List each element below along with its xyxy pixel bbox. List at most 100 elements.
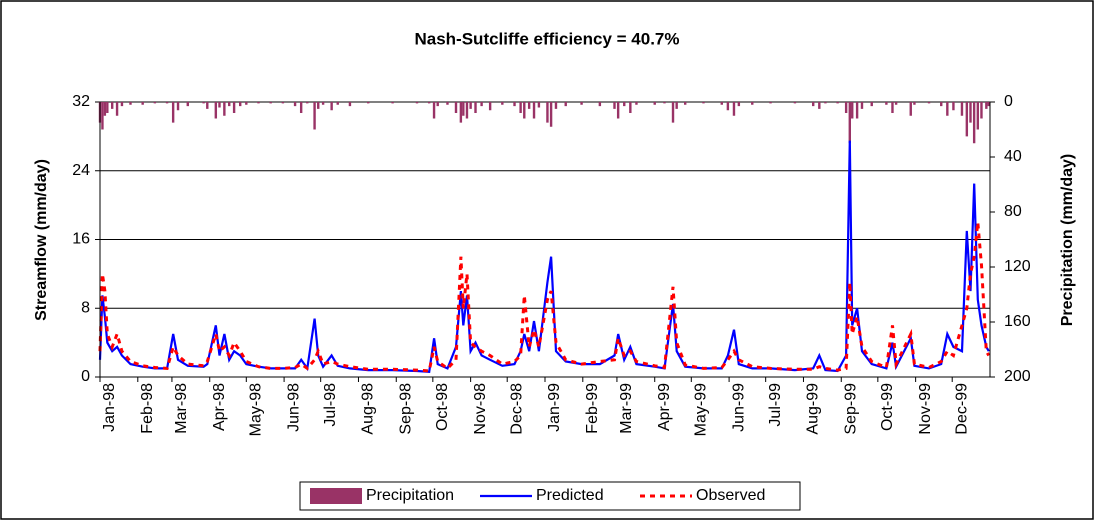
precip-bar [972,102,976,144]
series-line [98,140,990,373]
precip-bar [675,102,678,109]
precip-bar [186,102,189,107]
precip-bar [965,102,969,137]
y-tick-label: 8 [81,299,90,316]
precip-bar [306,102,309,104]
precip-bar [245,102,248,105]
x-tick-label: May-98 [248,383,265,436]
precip-bar [532,102,536,119]
x-tick-label: Jun-99 [730,383,747,432]
precip-bar [218,102,221,108]
precip-bar [891,102,894,113]
precip-bar [720,102,723,105]
precip-bar [885,102,888,105]
y2-tick-label: 40 [1004,148,1022,165]
y-tick-label: 24 [72,162,90,179]
precip-bar [737,102,741,107]
x-tick-label: Apr-98 [211,383,228,431]
precip-bar [855,102,859,119]
precip-bar [732,102,736,116]
precip-bar [702,102,705,104]
series-line [98,222,991,373]
precip-bar [952,102,955,111]
precip-bar [613,102,616,109]
x-tick-label: Jul-99 [767,383,784,427]
x-tick-label: Feb-98 [139,383,156,434]
precip-bar [299,102,303,113]
precip-bar [336,102,339,105]
x-tick-label: Jan-98 [101,383,118,432]
legend-label: Precipitation [366,487,454,504]
precip-bar [564,102,567,107]
precip-bar [793,102,797,104]
precip-bar [317,102,320,109]
precip-bar [223,102,226,116]
x-tick-label: Oct-98 [434,383,451,431]
precip-bar [106,102,109,113]
precip-bar [239,102,242,107]
precip-bar [848,102,851,144]
precip-bar [462,102,465,116]
precip-bar [465,102,469,119]
precip-bar [281,102,285,104]
precip-bar [232,102,236,113]
precip-bar [141,102,144,105]
precip-bar [257,102,260,104]
precip-bar [330,102,333,111]
precip-bar [554,102,558,109]
y2-tick-label: 0 [1004,93,1013,110]
precip-bar [894,102,898,105]
precip-bar [427,102,431,104]
precip-bar [946,102,949,116]
x-tick-label: Apr-99 [656,383,673,431]
precip-bar [459,102,463,123]
x-tick-label: Aug-99 [805,383,822,435]
precip-bar [446,102,449,105]
precip-bar [103,102,107,116]
legend-swatch [310,488,362,504]
precip-bar [940,102,943,107]
legend-label: Observed [696,487,765,504]
x-tick-label: Dec-98 [508,383,525,435]
precip-bar [110,102,114,109]
y2-tick-label: 80 [1004,203,1022,220]
precip-bar [228,102,231,107]
precip-bar [580,102,583,105]
y2-tick-label: 160 [1004,313,1031,330]
precip-bar [927,102,931,104]
precip-bar [480,102,483,107]
x-tick-label: Mar-99 [618,383,635,434]
precip-bar [153,102,157,104]
x-tick-label: Aug-98 [360,383,377,435]
precip-bar [432,102,436,119]
precip-bar [206,102,209,109]
precip-bar [844,102,848,113]
precip-bar [436,102,439,107]
precip-bar [751,102,754,105]
precip-bar [653,102,656,105]
x-tick-label: Jan-99 [546,383,563,432]
precip-bar [663,102,666,104]
precip-bar [171,102,175,123]
precip-bar [269,102,272,104]
precip-bar [860,102,864,109]
precip-bar [202,102,205,104]
x-tick-label: Oct-99 [879,383,896,431]
precip-bar [623,102,626,107]
y-tick-label: 0 [81,368,90,385]
y2-tick-label: 120 [1004,258,1031,275]
x-tick-label: Feb-99 [584,383,601,434]
precip-bar [960,102,964,116]
precip-bar [519,102,522,113]
x-tick-label: May-99 [693,383,710,436]
precip-bar [391,102,394,104]
precip-bar [769,102,772,104]
y-tick-label: 32 [72,93,90,110]
precip-bar [513,102,516,107]
precip-bar [549,102,553,127]
precip-bar [969,102,972,123]
precip-bar [501,102,504,105]
precip-bar [523,102,526,119]
